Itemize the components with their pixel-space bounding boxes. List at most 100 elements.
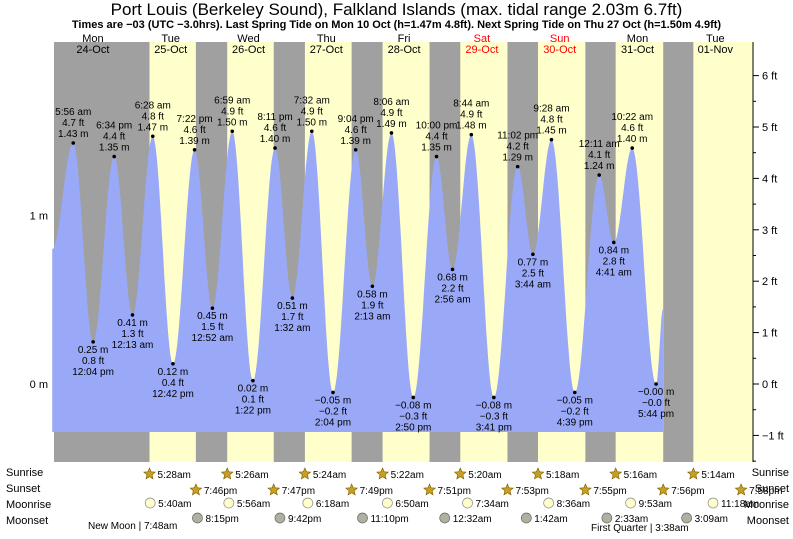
sunset-time: 7:56pm [671, 486, 704, 497]
tide-height-ft-label: 1.9 ft [361, 300, 383, 311]
low-tide-point [210, 306, 215, 310]
tide-height-ft-label: 4.9 ft [380, 108, 402, 119]
sunrise-icon [376, 467, 390, 480]
tide-time-label: 7:22 pm [177, 114, 213, 125]
high-tide-point [112, 154, 116, 159]
tide-height-m-label: 0.02 m [238, 384, 269, 395]
tide-height-m-label: 0.51 m [277, 301, 308, 312]
high-tide-point [310, 129, 314, 134]
tide-height-ft-label: 4.8 ft [142, 111, 164, 122]
tide-height-ft-label: −0.3 ft [399, 411, 427, 422]
high-tide-point [434, 154, 439, 159]
sunrise-time: 5:24am [313, 470, 346, 481]
tide-height-ft-label: 1.7 ft [281, 312, 303, 323]
tide-time-label: 7:32 am [294, 95, 330, 106]
moonrise-icon [382, 497, 393, 509]
tide-height-m-label: −0.05 m [315, 395, 351, 406]
tide-height-m-label: 1.49 m [376, 119, 407, 130]
tide-height-m-label: 1.35 m [99, 143, 130, 154]
moonset-row-label-right: Moonset [746, 515, 789, 527]
tide-height-ft-label: 0.8 ft [82, 356, 104, 367]
low-tide-point [370, 284, 375, 289]
moonset-time: 3:09am [695, 514, 728, 525]
date-label: 01-Nov [698, 44, 734, 56]
y-tick-label-m: 0 m [30, 379, 48, 391]
tide-height-ft-label: 1.5 ft [201, 322, 223, 333]
tide-height-m-label: −0.08 m [395, 400, 431, 411]
chart-subtitle: Times are −03 (UTC −3.0hrs). Last Spring… [71, 19, 722, 31]
tide-height-m-label: 1.43 m [58, 129, 89, 140]
high-tide-point [273, 146, 277, 150]
tide-time-label: 8:11 pm [257, 112, 292, 123]
moonrise-icon [625, 497, 636, 509]
tide-height-m-label: 1.40 m [260, 134, 291, 145]
moonset-time: 12:32am [453, 514, 492, 525]
tide-height-ft-label: 4.9 ft [301, 106, 323, 117]
y-tick-label-ft: 0 ft [762, 379, 777, 391]
sunset-time: 7:49pm [360, 486, 393, 497]
sunset-time: 7:55pm [593, 486, 626, 497]
moonrise-time: 5:40am [158, 499, 191, 510]
moonset-time: 9:42pm [288, 514, 321, 525]
tide-height-ft-label: 4.6 ft [264, 123, 286, 134]
sunset-icon [500, 483, 514, 496]
high-tide-point [389, 131, 394, 135]
low-tide-point [251, 378, 255, 383]
sunset-time: 7:58pm [749, 486, 782, 497]
sunset-time: 7:51pm [438, 486, 471, 497]
tide-height-ft-label: 4.8 ft [540, 115, 562, 126]
tide-height-ft-label: 4.2 ft [507, 142, 529, 153]
tide-time-label: 2:50 pm [395, 422, 431, 433]
high-tide-point [150, 134, 155, 139]
moonset-time: 11:10pm [370, 514, 408, 525]
moonrise-icon [302, 497, 314, 509]
tide-height-m-label: 0.68 m [437, 272, 468, 283]
tide-height-ft-label: 4.7 ft [62, 118, 84, 129]
low-tide-point [654, 382, 658, 386]
tide-height-m-label: 0.45 m [197, 311, 228, 322]
tide-height-m-label: 1.50 m [217, 117, 248, 128]
date-label: 30-Oct [543, 44, 576, 56]
high-tide-point [71, 141, 76, 145]
tide-height-m-label: 0.84 m [598, 245, 629, 256]
tide-time-label: 5:44 pm [638, 409, 674, 420]
moonset-icon [192, 512, 203, 524]
y-tick-label-ft: 3 ft [762, 225, 777, 237]
moonrise-time: 11:18am [721, 499, 759, 510]
tide-height-m-label: 1.48 m [456, 121, 487, 132]
date-label: 31-Oct [621, 44, 654, 56]
tide-height-ft-label: 1.3 ft [121, 329, 143, 340]
tide-height-ft-label: 4.9 ft [460, 110, 482, 121]
moonrise-icon [543, 497, 555, 509]
sunrise-icon [220, 467, 234, 480]
moonrise-icon [223, 497, 235, 509]
sunrise-time: 5:16am [624, 470, 657, 481]
moonrise-icon [707, 497, 719, 509]
tide-time-label: 8:06 am [373, 97, 409, 108]
tide-time-label: 2:04 pm [315, 417, 351, 428]
sunset-time: 7:53pm [515, 486, 548, 497]
y-axis-m: 0 m 1 m [30, 211, 48, 392]
tide-height-m-label: 0.41 m [117, 318, 148, 329]
sunset-icon [189, 483, 203, 496]
tide-height-m-label: −0.05 m [557, 395, 593, 406]
tide-time-label: 3:44 am [515, 279, 551, 290]
axis-strip [740, 42, 753, 462]
new-moon-label: New Moon | 7:48am [88, 521, 178, 532]
tide-time-label: 11:02 pm [497, 131, 538, 142]
tide-time-label: 2:56 am [434, 294, 470, 305]
low-tide-point [611, 240, 616, 245]
moonset-icon [520, 512, 532, 524]
tide-time-label: 4:41 am [596, 267, 632, 278]
tide-height-ft-label: 2.8 ft [603, 256, 625, 267]
sunrise-time: 5:14am [701, 470, 734, 481]
sunrise-time: 5:28am [158, 470, 191, 481]
sunrise-icon [531, 467, 545, 480]
tide-height-m-label: 0.25 m [78, 345, 109, 356]
tide-time-label: 12:11 am [579, 139, 620, 150]
tide-time-label: 6:34 pm [96, 121, 132, 132]
sunset-row-label-right: Sunset [754, 483, 789, 495]
chart-title: Port Louis (Berkeley Sound), Falkland Is… [110, 0, 683, 19]
sunrise-icon [453, 467, 467, 480]
